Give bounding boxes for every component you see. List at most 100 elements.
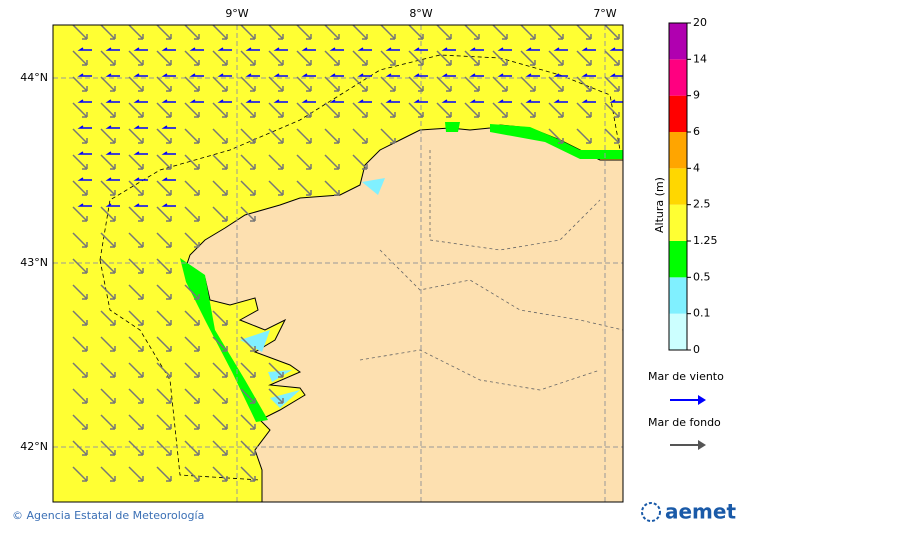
wind-arrow — [301, 99, 316, 103]
wind-arrow — [108, 22, 120, 24]
wind-arrow — [105, 99, 120, 103]
colorbar-label: 0.5 — [693, 270, 711, 283]
wind-arrow — [304, 22, 316, 24]
wind-arrow — [161, 99, 176, 103]
swell-arrow — [240, 50, 256, 66]
map-frame — [52, 24, 624, 503]
swell-arrow — [128, 440, 144, 456]
wind-arrow — [77, 203, 92, 207]
wind-arrow — [217, 73, 232, 77]
wind-arrow — [161, 47, 176, 51]
swell-arrow — [576, 102, 592, 118]
coastal-strip — [180, 258, 268, 422]
swell-arrow — [100, 414, 116, 430]
swell-arrow — [576, 50, 592, 66]
wind-arrow — [525, 73, 540, 77]
lat-label: 44°N — [20, 71, 48, 84]
swell-arrow — [100, 154, 116, 170]
swell-arrow — [604, 25, 620, 40]
swell-arrow — [408, 25, 424, 40]
swell-arrow — [520, 76, 536, 92]
swell-arrow — [408, 50, 424, 66]
legend-arrowhead — [698, 440, 706, 450]
swell-arrow — [128, 414, 144, 430]
swell-arrow — [156, 440, 172, 456]
swell-arrow — [548, 25, 564, 40]
swell-arrow — [128, 50, 144, 66]
swell-arrow — [268, 25, 284, 40]
wind-arrow — [77, 177, 92, 181]
swell-arrow — [72, 128, 88, 144]
swell-arrow — [184, 154, 200, 170]
wind-arrow — [161, 203, 176, 207]
colorbar-bin — [669, 132, 687, 169]
wind-arrow — [385, 99, 400, 103]
wind-arrow — [528, 22, 540, 24]
swell-arrow — [72, 362, 88, 378]
swell-arrow — [128, 206, 144, 222]
swell-arrow — [156, 310, 172, 326]
swell-arrow — [324, 76, 340, 92]
swell-arrow — [72, 440, 88, 456]
swell-arrow — [100, 232, 116, 248]
wind-arrow — [385, 73, 400, 77]
swell-arrow — [156, 336, 172, 352]
swell-arrow — [212, 50, 228, 66]
swell-arrow — [128, 154, 144, 170]
swell-arrow — [212, 128, 228, 144]
swell-arrow — [212, 440, 228, 456]
swell-arrow — [156, 154, 172, 170]
swell-arrow — [100, 336, 116, 352]
wind-arrow — [329, 47, 344, 51]
lat-label: 43°N — [20, 256, 48, 269]
map — [53, 22, 623, 502]
swell-arrow — [212, 206, 228, 222]
swell-arrow — [240, 388, 256, 404]
wind-arrow — [525, 47, 540, 51]
wind-arrow — [360, 22, 372, 24]
swell-arrow — [100, 440, 116, 456]
swell-arrow — [156, 25, 172, 40]
wind-arrow — [441, 47, 456, 51]
swell-arrow — [604, 128, 620, 144]
colorbar-frame — [668, 22, 688, 351]
arrows — [72, 22, 623, 482]
wind-arrow — [301, 47, 316, 51]
wind-arrow — [444, 22, 456, 24]
colorbar-label: 9 — [693, 89, 700, 102]
swell-arrow — [184, 128, 200, 144]
swell-arrow — [128, 336, 144, 352]
swell-arrow — [128, 466, 144, 482]
wind-arrow — [136, 22, 148, 24]
swell-arrow — [184, 206, 200, 222]
wind-arrow — [301, 73, 316, 77]
swell-arrow — [240, 206, 256, 222]
swell-arrow — [296, 76, 312, 92]
swell-arrow — [156, 284, 172, 300]
swell-arrow — [352, 128, 368, 144]
wind-arrow — [105, 177, 120, 181]
swell-arrow — [240, 154, 256, 170]
wind-arrow — [497, 99, 512, 103]
wind-arrow — [245, 99, 260, 103]
wind-arrow — [609, 47, 623, 51]
swell-arrow — [268, 362, 284, 378]
swell-arrow — [72, 232, 88, 248]
colorbar: 0 0.1 0.5 1.25 2.5 4 6 9 14 20 — [668, 16, 718, 356]
swell-arrow — [380, 25, 396, 40]
swell-arrow — [184, 76, 200, 92]
swell-arrow — [128, 362, 144, 378]
swell-arrow — [296, 102, 312, 118]
swell-arrow — [548, 76, 564, 92]
swell-arrow — [72, 102, 88, 118]
swell-arrow — [464, 76, 480, 92]
swell-arrow — [240, 336, 256, 352]
wind-arrow — [357, 73, 372, 77]
wind-arrow — [133, 73, 148, 77]
wind-arrow — [273, 73, 288, 77]
wind-arrow — [80, 22, 92, 24]
wind-arrow — [133, 125, 148, 129]
wind-arrow — [77, 73, 92, 77]
swell-arrow — [604, 50, 620, 66]
